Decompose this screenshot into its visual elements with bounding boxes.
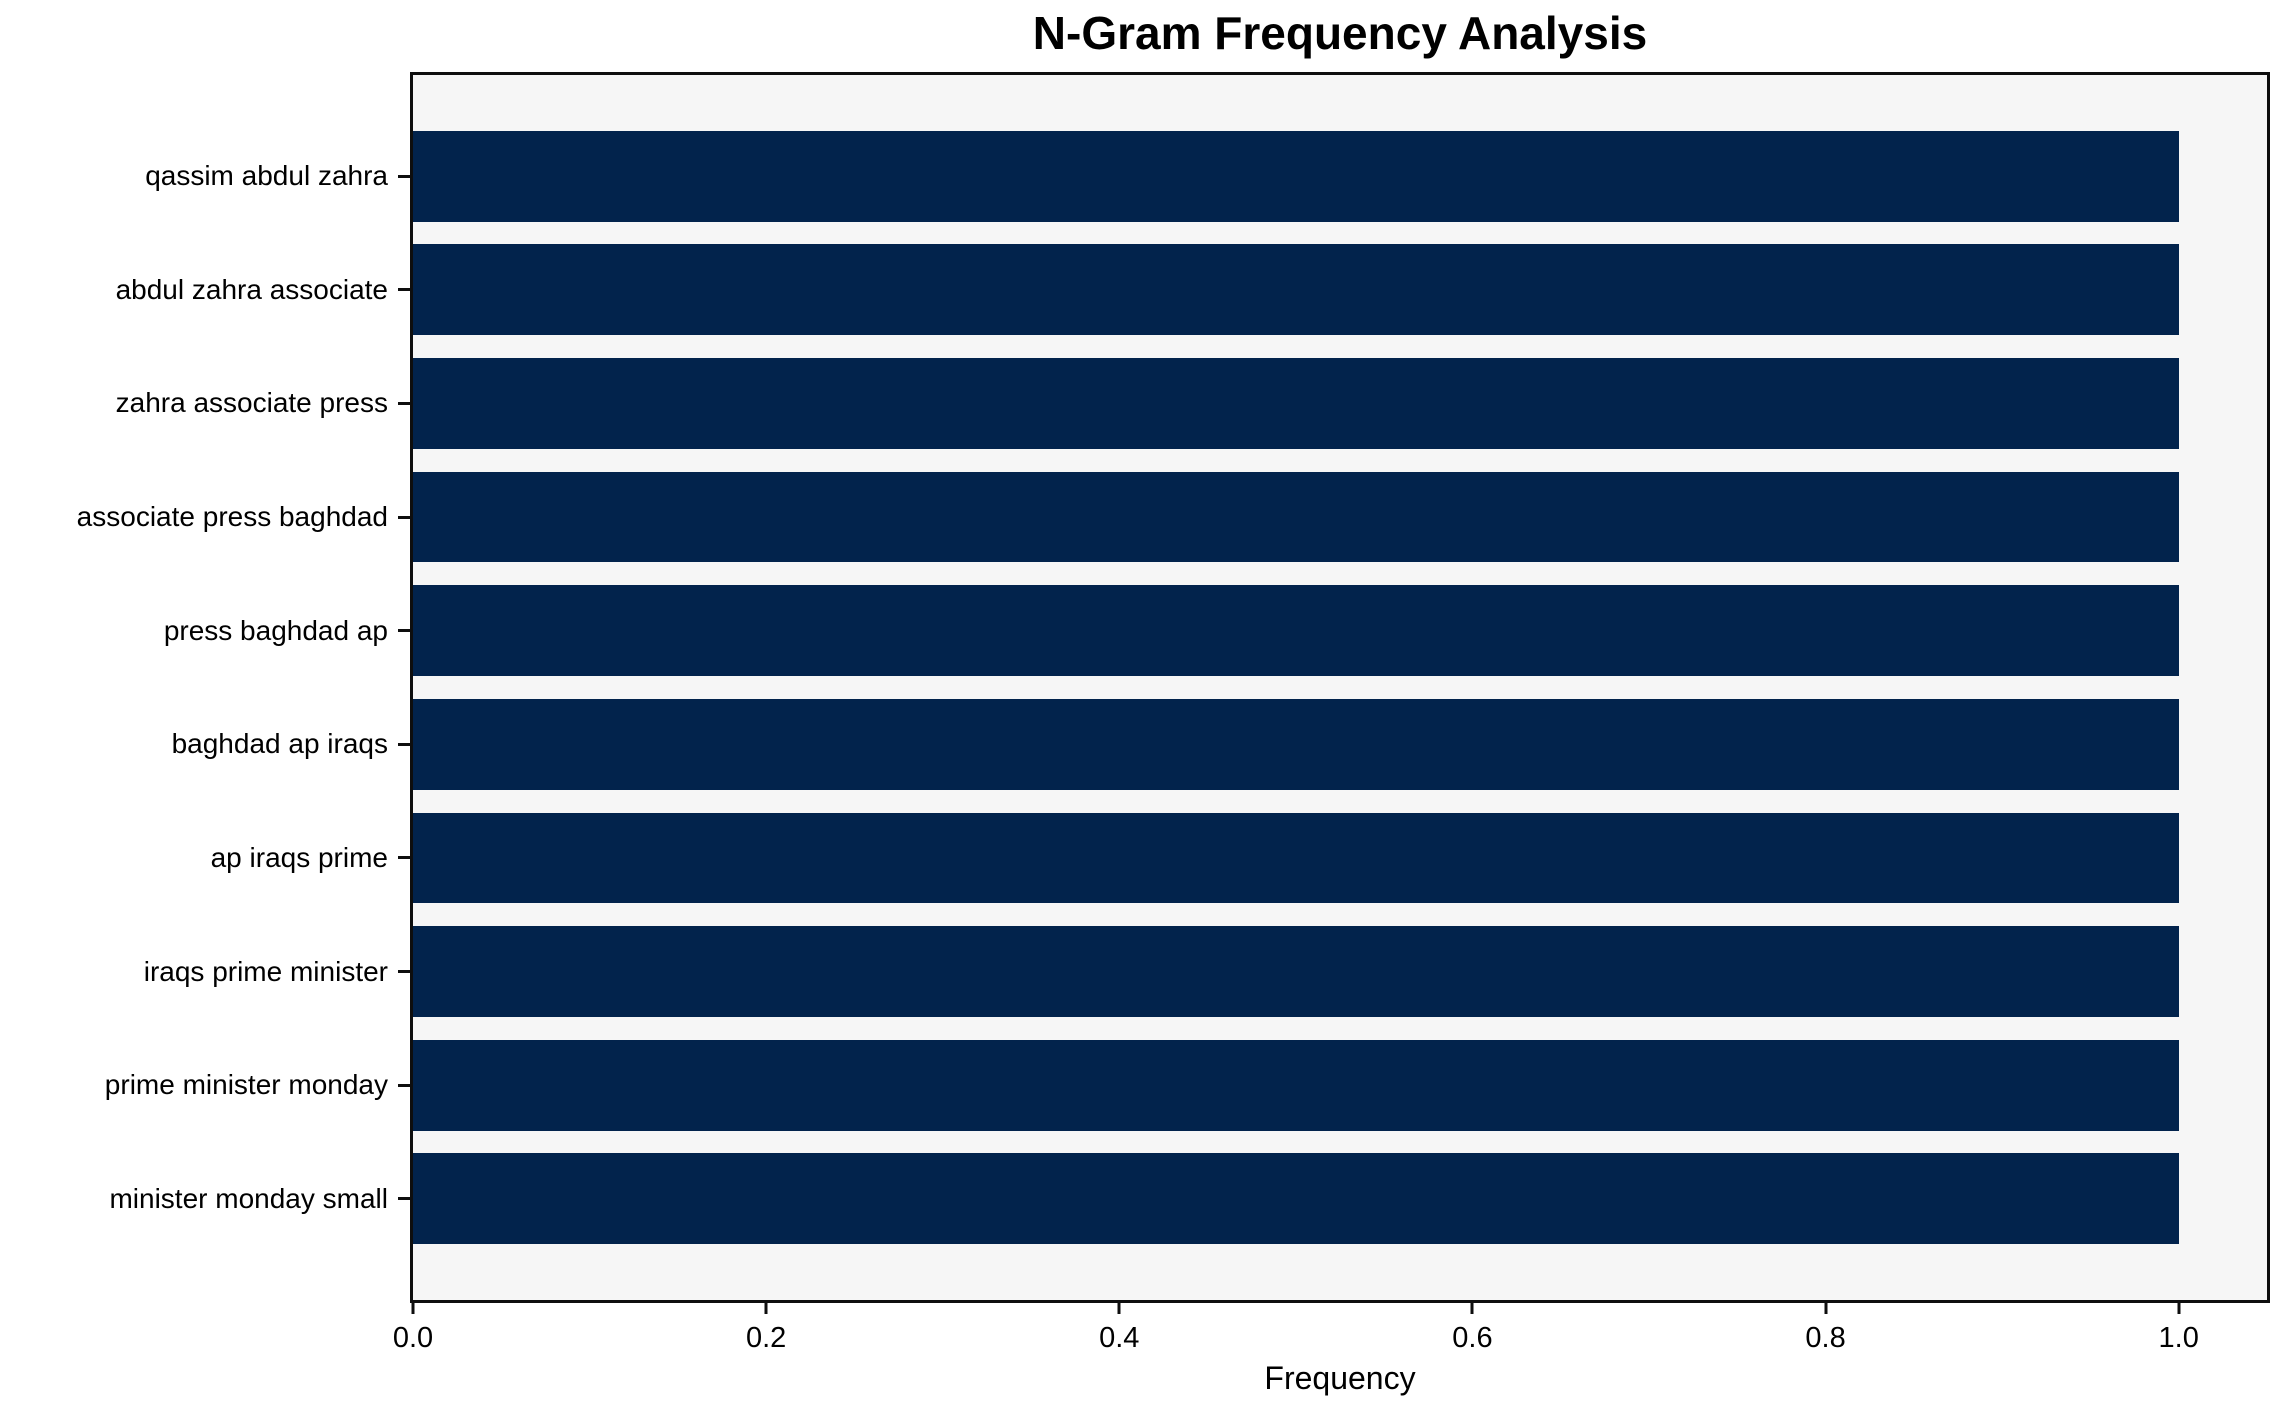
bar <box>413 698 2179 790</box>
bar <box>413 1153 2179 1245</box>
x-tick-label: 0.0 <box>392 1322 434 1354</box>
x-tick-mark <box>764 1303 768 1314</box>
y-tick-mark <box>398 288 410 292</box>
x-tick-mark <box>1117 1303 1121 1314</box>
y-tick-label: baghdad ap iraqs <box>171 728 388 760</box>
x-axis-label: Frequency <box>1264 1360 1416 1396</box>
x-tick-label: 0.6 <box>1452 1322 1493 1354</box>
x-tick-mark <box>1470 1303 1474 1314</box>
x-tick-mark <box>2177 1303 2181 1314</box>
y-tick-mark <box>398 1197 410 1201</box>
x-tick-mark <box>1824 1303 1828 1314</box>
bar <box>413 130 2179 222</box>
y-tick-mark <box>398 742 410 746</box>
y-tick-mark <box>398 629 410 633</box>
chart-title: N-Gram Frequency Analysis <box>1032 7 1648 59</box>
y-tick-mark <box>398 970 410 974</box>
bar <box>413 926 2179 1018</box>
x-tick-label: 0.2 <box>745 1322 787 1354</box>
y-tick-label: iraqs prime minister <box>143 955 388 987</box>
y-tick-label: press baghdad ap <box>163 614 388 646</box>
x-tick-mark <box>411 1303 415 1314</box>
bar <box>413 471 2179 563</box>
y-tick-mark <box>398 401 410 405</box>
bar <box>413 812 2179 904</box>
bar <box>413 244 2179 336</box>
x-tick-label: 1.0 <box>2158 1322 2199 1354</box>
y-tick-label: ap iraqs prime <box>210 841 388 873</box>
plot-area: qassim abdul zahra abdul zahra associate z… <box>77 72 2270 1396</box>
y-tick-mark <box>398 174 410 178</box>
y-tick-label: minister monday small <box>109 1182 388 1214</box>
bar <box>413 585 2179 677</box>
x-tick-label: 0.4 <box>1099 1322 1140 1354</box>
y-tick-mark <box>398 1083 410 1087</box>
y-tick-label: prime minister monday <box>104 1069 388 1101</box>
plot-inner: qassim abdul zahra abdul zahra associate z… <box>77 75 2267 1354</box>
bar <box>413 357 2179 449</box>
y-tick-label: qassim abdul zahra <box>145 160 388 192</box>
x-tick-label: 0.8 <box>1805 1322 1846 1354</box>
y-tick-label: zahra associate press <box>115 387 388 419</box>
bar <box>413 1039 2179 1131</box>
y-tick-label: abdul zahra associate <box>115 273 388 305</box>
y-tick-mark <box>398 515 410 519</box>
y-tick-label: associate press baghdad <box>76 501 388 533</box>
y-tick-mark <box>398 856 410 860</box>
